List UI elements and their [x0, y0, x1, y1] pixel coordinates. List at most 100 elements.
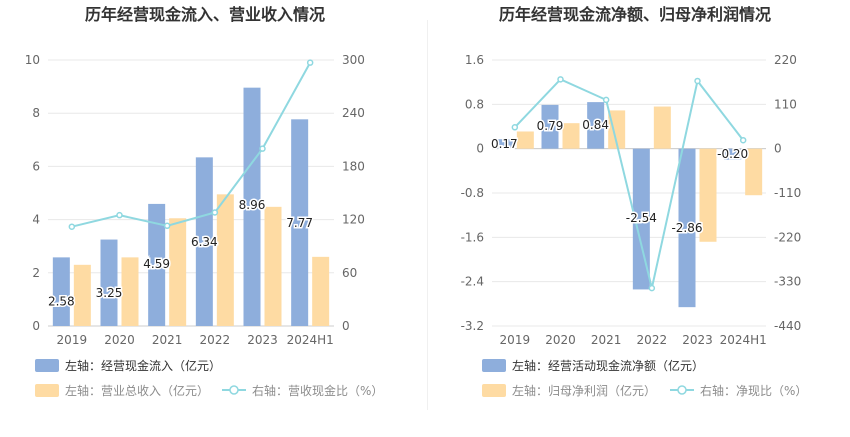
bar-data-label: 7.77 [286, 216, 313, 230]
left-axis-tick: 0 [476, 142, 484, 156]
bar-series-2 [608, 110, 626, 149]
x-axis-tick: 2023 [682, 333, 713, 347]
bar-data-label: 6.34 [191, 235, 218, 249]
left-axis-tick: -1.6 [461, 230, 484, 244]
line-point [163, 222, 171, 230]
right-axis-tick: 240 [342, 106, 365, 120]
bar-data-label: 3.25 [96, 286, 123, 300]
x-axis-tick: 2024H1 [720, 333, 767, 347]
right-axis-tick: -110 [774, 186, 801, 200]
x-axis-tick: 2019 [500, 333, 531, 347]
legend-swatch [482, 359, 506, 372]
line-point [739, 136, 747, 144]
left-axis-tick: 0 [32, 319, 40, 333]
bar-series-2 [562, 123, 580, 149]
bar-series-2 [653, 106, 671, 149]
right-axis-tick: -330 [774, 275, 801, 289]
legend-label: 右轴：营收现金比（%） [252, 383, 383, 398]
bar-data-label: 2.58 [48, 295, 75, 309]
bar-series-2 [745, 148, 763, 196]
legend-swatch-marker [229, 385, 239, 395]
bar-series-1 [587, 102, 605, 149]
chart-title: 历年经营现金流入、营业收入情况 [85, 5, 325, 24]
left-axis-tick: 10 [25, 53, 40, 67]
bar-data-label: 0.17 [491, 137, 518, 151]
legend-label: 右轴：净现比（%） [700, 383, 807, 398]
bar-series-1 [541, 104, 559, 149]
right-axis-tick: 220 [774, 53, 797, 67]
bar-data-label: 8.96 [239, 198, 266, 212]
x-axis-tick: 2020 [104, 333, 135, 347]
x-axis-tick: 2021 [152, 333, 183, 347]
line-point [306, 59, 314, 66]
bar-data-label: -2.86 [671, 221, 702, 235]
left-axis-tick: 4 [32, 213, 40, 227]
left-axis-tick: 8 [32, 106, 40, 120]
line-series [71, 62, 312, 228]
panel-divider [427, 20, 428, 410]
right-axis-tick: 0 [774, 142, 782, 156]
x-axis-tick: 2019 [57, 333, 88, 347]
chart-net-cashflow-profit: 历年经营现金流净额、归母净利润情况 -3.2 -2.4 -1.6 -0.8 0 0.8 1.6… [461, 5, 808, 398]
right-axis-tick: 300 [342, 53, 365, 67]
right-axis-tick: -220 [774, 230, 801, 244]
right-axis-tick: 120 [342, 213, 365, 227]
legend-label: 左轴：营业总收入（亿元） [65, 383, 209, 398]
line-point [259, 145, 266, 152]
bar-series-2 [169, 218, 187, 326]
bar-series-1 [495, 139, 513, 149]
bar-data-label: -2.54 [626, 211, 657, 225]
bar-series-2 [699, 148, 717, 242]
line-point [68, 223, 76, 230]
left-axis-tick: -0.8 [461, 186, 484, 200]
line-point [557, 76, 564, 83]
right-axis-tick: -440 [774, 319, 801, 333]
legend-label: 左轴：经营活动现金流净额（亿元） [512, 358, 704, 373]
bar-series-1 [100, 239, 118, 326]
left-axis-tick: -2.4 [461, 275, 484, 289]
line-point [648, 284, 656, 292]
bar-series-1 [724, 148, 742, 160]
bar-series-1 [195, 157, 213, 326]
x-axis-tick: 2020 [545, 333, 576, 347]
chart-cashflow-inflow-revenue: 历年经营现金流入、营业收入情况 0 2 4 6 8 10 0 60 120 180 240 300 201… [25, 5, 384, 398]
legend-swatch [482, 384, 506, 397]
bar-data-label: -0.20 [717, 147, 748, 161]
right-axis-tick: 60 [342, 266, 357, 280]
line-point [511, 124, 519, 131]
x-axis-tick: 2024H1 [287, 333, 334, 347]
legend-swatch [35, 384, 59, 397]
bar-series-2 [121, 257, 139, 326]
right-axis-tick: 180 [342, 159, 365, 173]
bar-series-1 [52, 257, 70, 326]
bar-series-1 [291, 119, 309, 327]
left-axis-tick: 6 [32, 159, 40, 173]
left-axis-tick: 0.8 [465, 97, 484, 111]
bar-series-2 [73, 264, 91, 326]
bar-data-label: 0.84 [582, 118, 609, 132]
bar-series-1 [632, 148, 650, 290]
bar-data-label: 4.59 [143, 257, 170, 271]
line-point [694, 77, 701, 85]
right-axis-tick: 0 [342, 319, 350, 333]
line-series [514, 78, 744, 289]
line-point [116, 211, 123, 219]
x-axis-tick: 2022 [637, 333, 668, 347]
legend-swatch-marker [677, 385, 687, 395]
bar-series-2 [312, 256, 330, 326]
right-axis-tick: 110 [774, 97, 797, 111]
bar-series-1 [678, 148, 696, 308]
legend-label: 左轴：经营现金流入（亿元） [65, 358, 221, 373]
bar-series-1 [243, 87, 261, 326]
bar-series-2 [216, 194, 234, 326]
left-axis-tick: 2 [32, 266, 40, 280]
left-axis-tick: 1.6 [465, 53, 484, 67]
left-axis-tick: -3.2 [461, 319, 484, 333]
bar-series-1 [148, 203, 166, 326]
chart-title: 历年经营现金流净额、归母净利润情况 [499, 5, 771, 24]
bar-series-2 [516, 131, 534, 149]
line-point [211, 209, 219, 216]
legend-swatch [35, 359, 59, 372]
x-axis-tick: 2021 [591, 333, 622, 347]
